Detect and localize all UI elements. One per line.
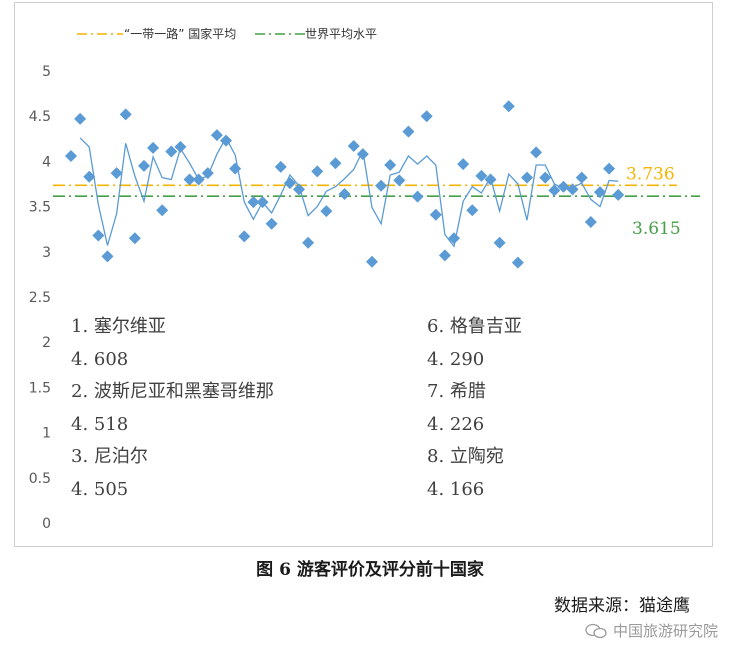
y-tick-label: 1 (42, 426, 51, 442)
data-point (521, 171, 533, 184)
data-point (530, 146, 543, 159)
data-point (192, 173, 205, 186)
y-tick-label: 0 (42, 516, 51, 532)
data-point (174, 140, 187, 153)
data-point (74, 112, 87, 125)
ranking-country: 3. 尼泊尔 (71, 446, 148, 467)
data-point (329, 157, 342, 170)
data-point (575, 171, 588, 184)
legend-label: 世界平均水平 (305, 27, 377, 41)
data-point (603, 162, 616, 175)
data-point (429, 208, 442, 221)
data-point (119, 108, 132, 121)
ranking-country: 7. 希腊 (427, 381, 486, 402)
data-point (484, 173, 497, 186)
ranking-country: 6. 格鲁吉亚 (427, 316, 522, 337)
data-point (411, 190, 424, 203)
data-point (137, 159, 150, 172)
data-point (320, 205, 333, 218)
data-point (493, 236, 506, 249)
data-point (183, 173, 196, 186)
y-tick-label: 4.5 (29, 109, 51, 125)
data-point (147, 141, 160, 154)
ranking-country: 8. 立陶宛 (427, 446, 504, 467)
data-point (247, 196, 260, 209)
y-tick-label: 5 (42, 64, 51, 80)
watermark: 中国旅游研究院 (585, 620, 718, 641)
data-point (457, 158, 470, 171)
ranking-score: 4. 166 (427, 479, 484, 500)
y-tick-label: 1.5 (29, 380, 51, 396)
data-point (101, 250, 114, 263)
data-point (210, 129, 223, 142)
average-value-label: 3.615 (632, 219, 681, 239)
data-point (475, 169, 488, 182)
data-point (338, 187, 351, 200)
ranking-score: 4. 518 (71, 414, 128, 435)
data-point (557, 180, 570, 193)
data-point (612, 188, 625, 201)
data-point (365, 255, 378, 268)
data-point (347, 140, 360, 153)
data-point (548, 184, 561, 197)
trend-line (79, 136, 619, 248)
data-point (92, 229, 105, 242)
data-point (256, 196, 269, 209)
data-point (229, 162, 242, 175)
y-tick-label: 4 (42, 154, 51, 170)
ranking-score: 4. 608 (71, 349, 128, 370)
data-point (502, 100, 515, 113)
data-point (128, 232, 141, 245)
data-point (293, 183, 305, 196)
data-point (283, 177, 296, 190)
data-point (302, 236, 315, 249)
y-tick-label: 3.5 (29, 200, 51, 216)
data-point (539, 171, 552, 184)
legend-label: “一带一路” 国家平均 (124, 26, 236, 41)
average-value-label: 3.736 (626, 164, 675, 184)
data-point (110, 167, 123, 180)
data-point (356, 148, 369, 161)
data-point (511, 256, 524, 269)
y-tick-label: 0.5 (29, 471, 51, 487)
ranking-country: 1. 塞尔维亚 (71, 316, 166, 337)
y-tick-label: 2 (42, 335, 51, 351)
data-point (220, 134, 233, 147)
data-point (165, 145, 178, 158)
chart-svg: 5 4.5 4 3.5 3 2.5 2 1.5 1 0.5 0 3.736 3.615 “一带一路” … (29, 26, 700, 532)
chart-frame: 5 4.5 4 3.5 3 2.5 2 1.5 1 0.5 0 3.736 3.615 “一带一路” … (14, 2, 713, 547)
data-point (448, 232, 461, 245)
ranking-score: 4. 290 (427, 349, 484, 370)
data-point (566, 183, 579, 196)
wechat-icon (585, 623, 607, 638)
watermark-text: 中国旅游研究院 (612, 622, 718, 640)
ranking-score: 4. 226 (427, 414, 484, 435)
data-point (375, 179, 388, 192)
data-point (438, 249, 451, 262)
data-point (65, 149, 77, 162)
data-point (201, 167, 214, 180)
data-point (584, 215, 597, 228)
data-source: 数据来源：猫途鹰 (554, 596, 690, 616)
data-point (274, 160, 287, 173)
data-point (238, 230, 251, 243)
y-tick-label: 3 (42, 245, 51, 261)
figure-caption: 图 6 游客评价及评分前十国家 (256, 560, 484, 580)
data-point (393, 174, 406, 187)
data-point (466, 204, 479, 217)
data-point (593, 186, 606, 199)
y-tick-label: 2.5 (29, 290, 51, 306)
data-point (402, 125, 415, 138)
data-point (83, 170, 96, 183)
ranking-score: 4. 505 (71, 479, 128, 500)
data-point (384, 159, 397, 172)
data-point (265, 217, 278, 230)
data-point (156, 204, 169, 217)
data-point (420, 110, 433, 123)
ranking-country: 2. 波斯尼亚和黑塞哥维那 (71, 381, 274, 402)
data-point (311, 165, 324, 178)
